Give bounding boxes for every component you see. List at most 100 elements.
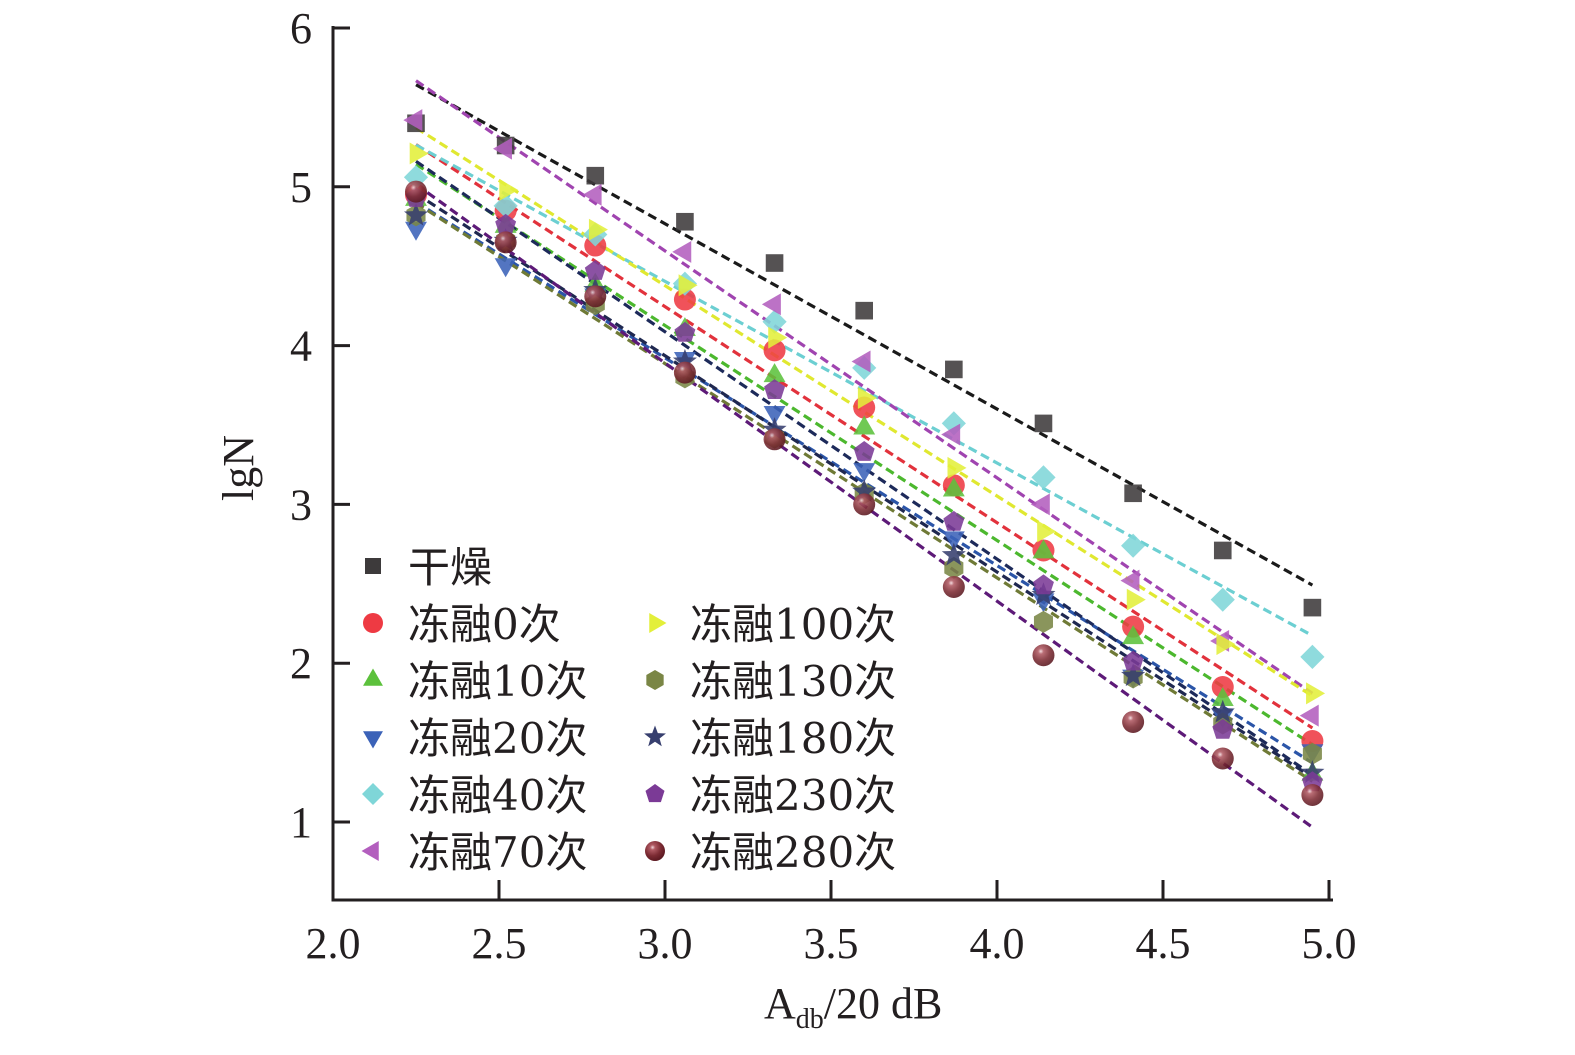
data-point (945, 360, 963, 379)
legend-item: 冻融180次 (644, 714, 896, 763)
y-axis-title: lgN (214, 435, 263, 501)
legend-label: 干燥 (408, 543, 492, 592)
y-tick-label: 5 (290, 163, 312, 212)
series-markers (403, 109, 1319, 727)
data-point (584, 259, 606, 280)
legend-label: 冻融230次 (690, 771, 896, 820)
data-point (1303, 598, 1322, 617)
series-markers (407, 114, 1322, 617)
data-point (763, 428, 786, 451)
data-point (761, 293, 781, 316)
y-tick-label: 2 (290, 639, 312, 688)
data-point (588, 218, 608, 241)
data-point (678, 274, 698, 297)
legend-marker-icon (645, 841, 665, 861)
legend-label: 冻融130次 (690, 657, 896, 706)
data-point (1124, 484, 1142, 503)
legend-marker-icon (363, 731, 383, 749)
fit-line (415, 200, 1314, 765)
data-point (1213, 541, 1232, 560)
legend-label: 冻融10次 (408, 657, 587, 706)
data-point (1121, 533, 1146, 558)
data-point (1211, 747, 1234, 770)
data-point (941, 542, 966, 566)
legend-label: 冻融40次 (408, 771, 587, 820)
data-point (1306, 682, 1326, 705)
data-point (405, 221, 427, 241)
legend-label: 冻融100次 (690, 600, 896, 649)
x-axis-title-main: A (764, 979, 796, 1028)
data-point (853, 463, 876, 483)
data-point (499, 179, 519, 201)
data-point (672, 348, 697, 372)
data-point (851, 350, 871, 373)
data-point (492, 137, 512, 160)
legend-item: 冻融130次 (646, 657, 896, 706)
legend-item: 冻融40次 (362, 771, 587, 820)
data-point (1120, 569, 1140, 592)
fit-line (415, 79, 1314, 695)
data-point (947, 456, 967, 479)
legend-label: 冻融280次 (690, 828, 896, 877)
legend-label: 冻融180次 (690, 714, 896, 763)
x-tick-label: 4.0 (970, 919, 1025, 968)
legend-label: 冻融70次 (408, 828, 587, 877)
data-point (853, 440, 875, 461)
data-point (674, 321, 696, 342)
data-point (584, 285, 607, 308)
fit-line (415, 126, 1314, 698)
data-point (853, 415, 876, 435)
data-point (403, 165, 429, 190)
fit-line (415, 143, 1314, 730)
x-tick-label: 4.5 (1136, 919, 1191, 968)
data-point (676, 212, 694, 231)
data-point (855, 301, 873, 320)
legend-item: 冻融70次 (361, 828, 587, 877)
y-ticks: 1 2 3 4 5 6 (290, 4, 350, 847)
y-tick-label: 6 (290, 4, 312, 53)
legend-item: 冻融10次 (363, 657, 587, 706)
x-tick-label: 2.5 (472, 919, 527, 968)
x-axis-title: Adb/20 dB (764, 979, 942, 1035)
data-point (1031, 465, 1056, 490)
y-tick-label: 1 (290, 798, 312, 847)
x-axis-title-subscript: db (796, 1004, 824, 1035)
legend-label: 冻融0次 (408, 600, 561, 649)
data-point (1301, 784, 1324, 807)
legend-item: 冻融230次 (645, 771, 896, 820)
data-point (403, 202, 429, 226)
data-point (765, 254, 784, 272)
legend-marker-icon (363, 668, 383, 686)
data-point (403, 109, 423, 132)
data-point (768, 326, 788, 349)
data-point (942, 575, 965, 598)
legend-marker-icon (645, 784, 665, 803)
data-point (853, 493, 876, 516)
data-point (942, 477, 965, 497)
data-point (1121, 663, 1146, 687)
fit-line (415, 83, 1314, 587)
legend-marker-icon (365, 558, 381, 574)
data-point (409, 142, 429, 165)
x-tick-label: 3.0 (638, 919, 693, 968)
legend-marker-icon (361, 841, 379, 861)
y-tick-label: 3 (290, 480, 312, 529)
data-point (1033, 610, 1054, 633)
data-point (762, 309, 787, 334)
legend-item: 冻融100次 (649, 600, 896, 649)
legend-item: 干燥 (365, 543, 492, 592)
data-point (586, 166, 605, 185)
legend-marker-icon (363, 613, 383, 633)
data-point (1302, 742, 1322, 765)
data-point (582, 183, 602, 206)
data-point (1032, 644, 1055, 667)
data-point (1211, 676, 1234, 699)
data-point (1122, 625, 1145, 645)
data-point (1033, 574, 1054, 595)
series-markers (409, 142, 1326, 705)
data-point (1032, 593, 1055, 613)
x-axis-title-suffix: /20 dB (824, 979, 943, 1028)
legend-marker-icon (362, 783, 384, 805)
